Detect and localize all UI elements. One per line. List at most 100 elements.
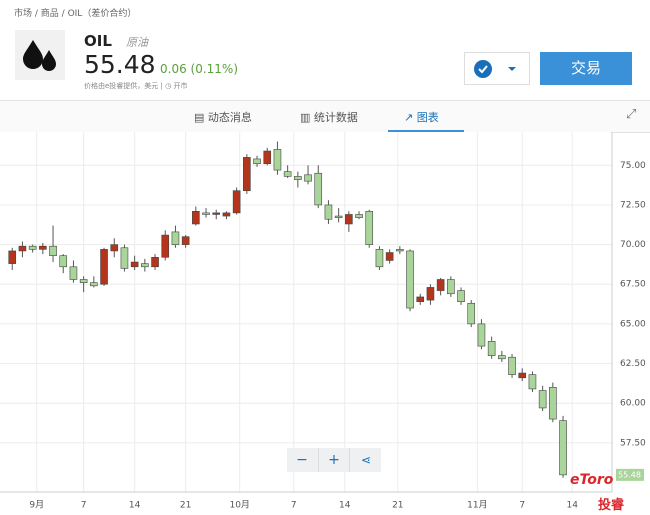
candle-body <box>365 210 374 245</box>
y-tick-label: 60.00 <box>620 399 646 409</box>
candle-body <box>324 204 333 220</box>
candle-body <box>28 245 37 250</box>
x-tick-label: 11月 <box>467 500 487 511</box>
tab-bar: ▤ 动态消息 ▥ 统计数据 ↗ 图表 ⤢ <box>0 100 650 133</box>
watch-icon <box>474 60 516 78</box>
candle-body <box>192 210 200 225</box>
candle-body <box>69 266 78 280</box>
x-tick-label: 9月 <box>29 500 44 511</box>
y-tick-label: 75.00 <box>620 161 646 171</box>
candle-body <box>498 355 506 360</box>
expand-icon[interactable]: ⤢ <box>626 107 637 122</box>
x-tick-label: 7 <box>81 501 87 511</box>
candle-body <box>141 263 149 268</box>
candle-body <box>294 176 302 180</box>
market-status: 开市 <box>173 82 188 90</box>
candle-body <box>253 158 261 165</box>
candle-body <box>100 249 108 285</box>
x-tick-label: 14 <box>129 501 141 511</box>
candle-body <box>406 250 414 309</box>
tab-label: 图表 <box>416 111 439 124</box>
trade-button[interactable]: 交易 <box>540 52 632 85</box>
instrument-name: 原油 <box>126 36 148 49</box>
price: 55.48 <box>84 50 156 79</box>
candle-body <box>355 214 363 218</box>
candle-body <box>181 236 190 245</box>
candle-body <box>549 387 557 420</box>
candle-body <box>426 287 435 301</box>
zoom-controls: − + ⋖ <box>287 448 381 472</box>
zoom-in[interactable]: + <box>318 448 349 472</box>
candle-body <box>232 190 241 214</box>
candle-body <box>90 282 98 287</box>
y-tick-label: 67.50 <box>620 280 646 290</box>
candle-body <box>304 174 312 182</box>
candle-body <box>396 249 404 252</box>
candle-body <box>171 231 180 245</box>
y-tick-label: 62.50 <box>620 359 646 369</box>
candle-body <box>222 212 231 217</box>
last-price-label: 55.48 <box>618 470 641 479</box>
candle-body <box>467 302 476 325</box>
candle-body <box>120 247 129 269</box>
x-tick-label: 21 <box>392 501 403 511</box>
plot-area <box>0 132 612 492</box>
tab[interactable]: ▤ 动态消息 <box>194 111 252 124</box>
candle-body <box>477 323 486 347</box>
provider: 价格由e投睿提供，美元 <box>84 82 159 90</box>
candle-body <box>538 390 547 409</box>
candle-body <box>334 215 343 218</box>
candle-body <box>212 212 221 215</box>
candle-body <box>202 212 210 215</box>
y-tick-label: 57.50 <box>620 438 646 448</box>
candle-body <box>447 279 455 295</box>
chart: 57.50 60.00 62.50 65.00 67.50 70.00 72.50 75.00… <box>0 132 646 511</box>
tab[interactable]: ▥ 统计数据 <box>300 111 358 124</box>
zoom-out[interactable]: − <box>296 452 308 468</box>
candle-body <box>518 372 527 379</box>
watch-button[interactable] <box>464 52 530 85</box>
y-tick-label: 70.00 <box>620 240 646 250</box>
x-tick-label: 10月 <box>229 500 249 511</box>
candle-body <box>79 279 88 283</box>
last-price-tag <box>616 468 644 481</box>
x-tick-label: 21 <box>180 501 191 511</box>
y-tick-label: 72.50 <box>620 200 646 210</box>
candle-body <box>487 341 496 356</box>
candle-body <box>345 214 353 225</box>
crumb[interactable]: 市场 <box>14 9 33 19</box>
candle-body <box>59 255 68 268</box>
tab-active[interactable]: ↗ 图表 <box>388 101 464 132</box>
share[interactable]: ⋖ <box>349 448 382 472</box>
candle-body <box>243 157 251 191</box>
candle-body <box>18 245 27 252</box>
candle-body <box>528 374 537 390</box>
crumb[interactable]: 商品 <box>40 9 59 19</box>
logo <box>15 30 65 80</box>
candle-body <box>508 356 516 375</box>
tab-label: 统计数据 <box>313 111 358 124</box>
watermark-name: 投睿 <box>598 498 625 513</box>
candle-body <box>110 244 119 252</box>
candle-body <box>385 252 394 261</box>
candle-body <box>436 279 445 291</box>
candle-body <box>151 256 159 268</box>
candle-body <box>161 234 170 258</box>
breadcrumb: 市场 / 商品 / OIL（差价合约） <box>14 9 137 19</box>
candle-body <box>416 296 425 302</box>
candle-body <box>314 172 323 206</box>
candle-body <box>39 245 47 250</box>
x-tick-label: 7 <box>291 501 297 511</box>
crumb: OIL（差价合约） <box>67 9 137 19</box>
symbol: OIL <box>84 32 112 50</box>
watermark-brand: eToro <box>570 472 614 488</box>
candle-body <box>273 149 282 171</box>
candle-body <box>263 150 272 165</box>
candle-body <box>49 245 57 257</box>
y-tick-label: 65.00 <box>620 319 646 329</box>
x-tick-label: 14 <box>566 501 578 511</box>
candle-body <box>457 290 465 302</box>
candle-body <box>8 250 17 264</box>
